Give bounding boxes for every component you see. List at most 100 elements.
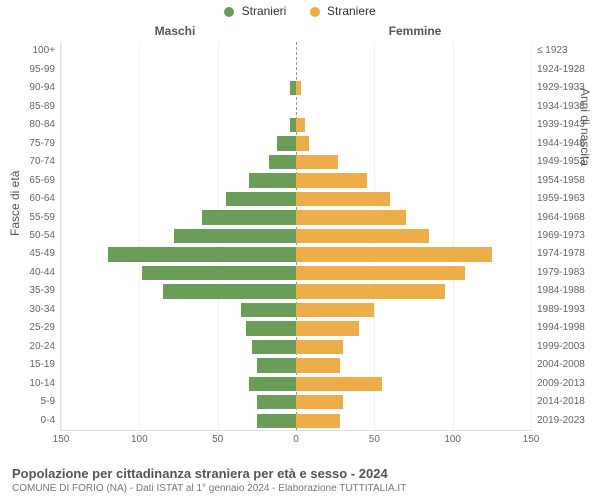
bar-female <box>296 358 340 372</box>
pyramid-row: 45-491974-1978 <box>61 247 531 261</box>
group-title-male: Maschi <box>60 24 290 38</box>
birth-years-label: 2014-2018 <box>531 397 585 407</box>
age-label: 5-9 <box>41 397 61 407</box>
legend-item-female: Straniere <box>310 4 376 18</box>
bar-male <box>241 303 296 317</box>
bar-female <box>296 192 390 206</box>
age-label: 70-74 <box>29 157 61 167</box>
birth-years-label: 1924-1928 <box>531 65 585 75</box>
bar-male <box>202 210 296 224</box>
bar-female <box>296 247 492 261</box>
age-label: 100+ <box>32 46 61 56</box>
birth-years-label: 1934-1938 <box>531 102 585 112</box>
legend-label-female: Straniere <box>327 4 376 18</box>
bar-male <box>252 340 296 354</box>
chart-footer: Popolazione per cittadinanza straniera p… <box>12 466 588 494</box>
age-label: 50-54 <box>29 231 61 241</box>
chart-container: Stranieri Straniere Maschi Femmine Fasce… <box>0 0 600 500</box>
age-label: 0-4 <box>41 416 61 426</box>
x-tick: 50 <box>212 430 223 445</box>
pyramid-row: 30-341989-1993 <box>61 303 531 317</box>
bar-female <box>296 229 429 243</box>
birth-years-label: 2004-2008 <box>531 360 585 370</box>
x-tick: 100 <box>131 430 148 445</box>
bar-female <box>296 81 301 95</box>
birth-years-label: 2019-2023 <box>531 416 585 426</box>
age-label: 85-89 <box>29 102 61 112</box>
legend-item-male: Stranieri <box>224 4 286 18</box>
birth-years-label: 1959-1963 <box>531 194 585 204</box>
bar-female <box>296 210 406 224</box>
bar-male <box>277 136 296 150</box>
bar-female <box>296 340 343 354</box>
pyramid-row: 55-591964-1968 <box>61 210 531 224</box>
bar-female <box>296 395 343 409</box>
x-tick: 150 <box>523 430 540 445</box>
pyramid-row: 40-441979-1983 <box>61 266 531 280</box>
age-label: 35-39 <box>29 286 61 296</box>
bar-male <box>163 284 296 298</box>
birth-years-label: 1994-1998 <box>531 323 585 333</box>
age-label: 55-59 <box>29 213 61 223</box>
age-label: 90-94 <box>29 83 61 93</box>
bar-male <box>142 266 296 280</box>
pyramid-row: 0-42019-2023 <box>61 414 531 428</box>
age-label: 20-24 <box>29 342 61 352</box>
birth-years-label: ≤ 1923 <box>531 46 568 56</box>
birth-years-label: 1964-1968 <box>531 213 585 223</box>
birth-years-label: 1974-1978 <box>531 249 585 259</box>
birth-years-label: 1929-1933 <box>531 83 585 93</box>
age-label: 10-14 <box>29 379 61 389</box>
bar-female <box>296 377 382 391</box>
legend: Stranieri Straniere <box>0 4 600 18</box>
age-label: 30-34 <box>29 305 61 315</box>
bar-male <box>257 414 296 428</box>
bar-male <box>257 358 296 372</box>
birth-years-label: 1939-1943 <box>531 120 585 130</box>
bar-male <box>257 395 296 409</box>
bar-female <box>296 414 340 428</box>
birth-years-label: 1969-1973 <box>531 231 585 241</box>
age-label: 75-79 <box>29 139 61 149</box>
birth-years-label: 2009-2013 <box>531 379 585 389</box>
bar-male <box>246 321 296 335</box>
birth-years-label: 1954-1958 <box>531 176 585 186</box>
bar-male <box>174 229 296 243</box>
pyramid-row: 85-891934-1938 <box>61 99 531 113</box>
pyramid-row: 65-691954-1958 <box>61 173 531 187</box>
pyramid-row: 100+≤ 1923 <box>61 44 531 58</box>
pyramid-row: 5-92014-2018 <box>61 395 531 409</box>
pyramid-row: 95-991924-1928 <box>61 63 531 77</box>
age-label: 60-64 <box>29 194 61 204</box>
bar-female <box>296 321 359 335</box>
bar-female <box>296 173 367 187</box>
bar-female <box>296 284 445 298</box>
bar-male <box>226 192 297 206</box>
pyramid-row: 90-941929-1933 <box>61 81 531 95</box>
pyramid-row: 25-291994-1998 <box>61 321 531 335</box>
bar-male <box>249 377 296 391</box>
group-title-female: Femmine <box>300 24 530 38</box>
chart-title: Popolazione per cittadinanza straniera p… <box>12 466 588 481</box>
x-tick: 100 <box>444 430 461 445</box>
pyramid-row: 20-241999-2003 <box>61 340 531 354</box>
x-tick: 150 <box>53 430 70 445</box>
pyramid-row: 15-192004-2008 <box>61 358 531 372</box>
age-label: 95-99 <box>29 65 61 75</box>
birth-years-label: 1989-1993 <box>531 305 585 315</box>
circle-icon <box>310 7 320 17</box>
bar-male <box>249 173 296 187</box>
bar-female <box>296 266 465 280</box>
pyramid-row: 75-791944-1948 <box>61 136 531 150</box>
age-label: 45-49 <box>29 249 61 259</box>
x-tick: 0 <box>293 430 299 445</box>
chart-subtitle: COMUNE DI FORIO (NA) - Dati ISTAT al 1° … <box>12 483 588 494</box>
bar-male <box>269 155 296 169</box>
pyramid-row: 50-541969-1973 <box>61 229 531 243</box>
bar-female <box>296 118 305 132</box>
birth-years-label: 1984-1988 <box>531 286 585 296</box>
age-label: 15-19 <box>29 360 61 370</box>
age-label: 80-84 <box>29 120 61 130</box>
age-label: 25-29 <box>29 323 61 333</box>
pyramid-row: 60-641959-1963 <box>61 192 531 206</box>
